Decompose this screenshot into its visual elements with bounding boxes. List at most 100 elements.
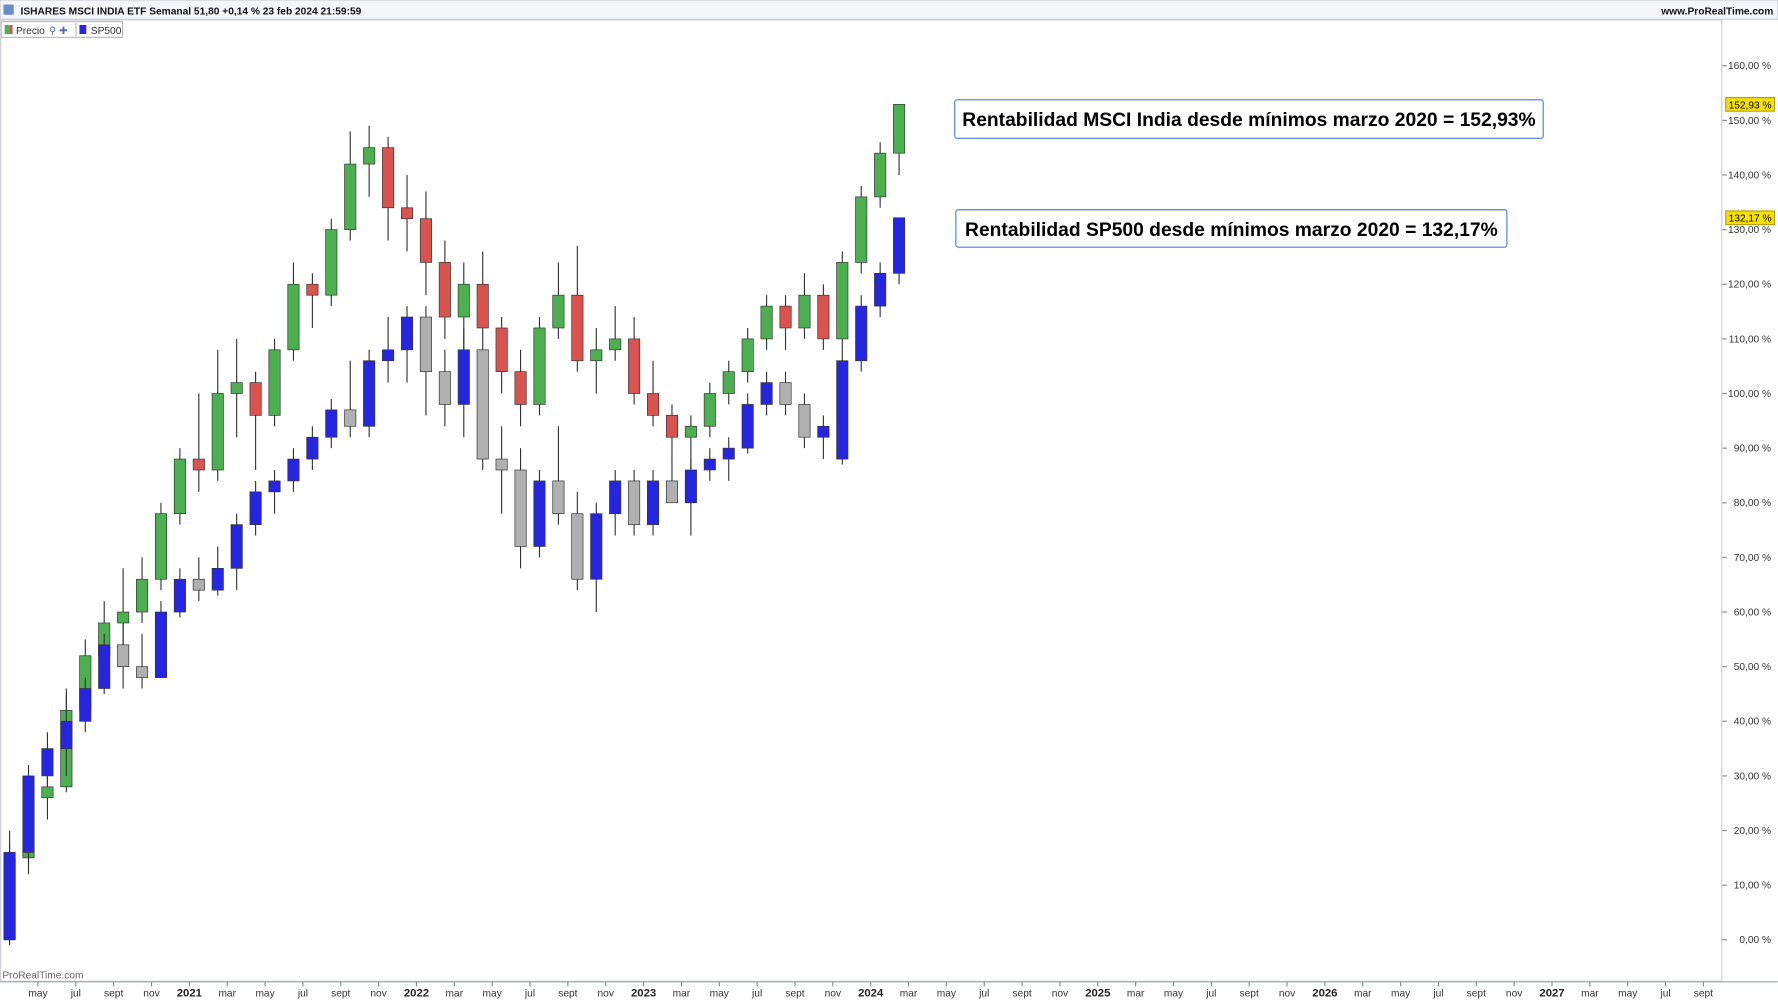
- candle-body: [400, 316, 414, 351]
- candle-body: [154, 513, 167, 580]
- x-tick-label: nov: [370, 989, 387, 1000]
- candle-body: [325, 409, 338, 438]
- x-tick-label: may: [937, 989, 957, 1000]
- x-tick-label: 2023: [631, 988, 656, 1000]
- y-tick-label: 100,00 %: [1728, 389, 1771, 400]
- x-tick-label: mar: [900, 989, 918, 1000]
- candle-body: [779, 382, 792, 405]
- x-tick-label: 2021: [177, 988, 202, 1000]
- candle-body: [590, 513, 603, 580]
- y-tick-label: 90,00 %: [1734, 444, 1771, 455]
- candle-body: [173, 458, 186, 515]
- legend-swatch: [9, 24, 13, 35]
- candle-body: [590, 349, 603, 362]
- candle-body: [419, 316, 432, 373]
- x-tick-label: may: [483, 989, 503, 1000]
- y-tick-label: 40,00 %: [1734, 717, 1771, 728]
- annotation-box: [955, 209, 1508, 248]
- x-tick-label: nov: [143, 989, 160, 1000]
- candle-body: [552, 294, 565, 329]
- y-tick-label: 70,00 %: [1734, 553, 1771, 564]
- candle-body: [760, 305, 773, 340]
- x-tick-label: mar: [446, 989, 464, 1000]
- candle-body: [154, 611, 167, 678]
- candle-body: [211, 567, 224, 591]
- candle-body: [457, 283, 470, 318]
- header-icon: [3, 4, 14, 15]
- y-tick-label: 10,00 %: [1734, 881, 1771, 892]
- x-tick-label: sept: [104, 989, 123, 1000]
- candle-body: [287, 283, 300, 351]
- legend-label[interactable]: Precio: [16, 26, 45, 37]
- candle-body: [609, 480, 622, 515]
- x-tick-label: nov: [1279, 989, 1296, 1000]
- x-tick-label: 2022: [404, 988, 429, 1000]
- candle-body: [136, 666, 149, 678]
- candle-body: [514, 469, 527, 547]
- candle-body: [817, 294, 830, 340]
- candle-body: [117, 644, 130, 667]
- candle-body: [741, 404, 754, 449]
- candle-body: [741, 338, 754, 373]
- x-tick-label: sept: [1467, 989, 1486, 1000]
- candle-body: [192, 458, 205, 471]
- y-tick-label: 140,00 %: [1728, 170, 1771, 181]
- candle-body: [382, 349, 395, 362]
- candle-body: [722, 447, 735, 460]
- y-tick-label: 120,00 %: [1728, 280, 1771, 291]
- candle-body: [628, 480, 641, 525]
- x-tick-label: jul: [1432, 989, 1443, 1000]
- x-tick-label: mar: [1127, 989, 1145, 1000]
- candle-body: [665, 415, 678, 438]
- candle-body: [306, 283, 319, 296]
- candle-body: [192, 578, 205, 591]
- x-tick-label: mar: [1581, 989, 1599, 1000]
- candle-body: [760, 382, 773, 405]
- candle-body: [438, 262, 451, 318]
- candle-body: [722, 371, 735, 394]
- legend-swatch: [4, 24, 10, 35]
- candle-body: [41, 748, 54, 777]
- x-tick-label: jul: [70, 989, 81, 1000]
- candle-body: [874, 152, 887, 198]
- x-tick-label: sept: [785, 989, 804, 1000]
- candle-body: [230, 524, 243, 569]
- candle-body: [798, 404, 811, 438]
- candle-body: [703, 393, 716, 427]
- legend-tool[interactable]: ⚲ ✚: [49, 26, 68, 37]
- legend-label[interactable]: SP500: [91, 26, 122, 37]
- annotation: Rentabilidad SP500 desde mínimos marzo 2…: [965, 220, 1498, 241]
- header-site[interactable]: www.ProRealTime.com: [1660, 7, 1773, 18]
- candle-body: [855, 196, 868, 263]
- x-tick-label: 2027: [1539, 988, 1564, 1000]
- candle-body: [438, 371, 451, 405]
- candle-body: [893, 217, 906, 274]
- y-tick-label: 0,00 %: [1739, 935, 1771, 946]
- x-tick-label: 2024: [858, 988, 884, 1000]
- x-tick-label: jul: [1205, 989, 1216, 1000]
- candle-body: [836, 262, 849, 340]
- x-tick-label: jul: [978, 989, 989, 1000]
- x-tick-label: sept: [331, 989, 350, 1000]
- x-tick-label: sept: [558, 989, 577, 1000]
- candle-body: [893, 104, 906, 154]
- candle-body: [684, 469, 697, 504]
- x-tick-label: may: [710, 989, 730, 1000]
- legend-swatch: [79, 24, 87, 35]
- x-tick-label: sept: [1012, 989, 1031, 1000]
- x-tick-label: may: [1164, 989, 1184, 1000]
- candle-body: [419, 218, 432, 263]
- x-tick-label: may: [28, 989, 48, 1000]
- candle-body: [647, 393, 660, 416]
- candle-body: [41, 786, 54, 799]
- header-title: ISHARES MSCI INDIA ETF Semanal 51,80 +0,…: [21, 7, 362, 18]
- candle-body: [514, 371, 527, 405]
- y-tick-label: 110,00 %: [1729, 334, 1771, 345]
- candle-body: [684, 425, 697, 438]
- candle-body: [3, 852, 16, 941]
- x-tick-label: nov: [1506, 989, 1523, 1000]
- x-tick-label: may: [255, 989, 275, 1000]
- x-tick-label: 2025: [1085, 988, 1110, 1000]
